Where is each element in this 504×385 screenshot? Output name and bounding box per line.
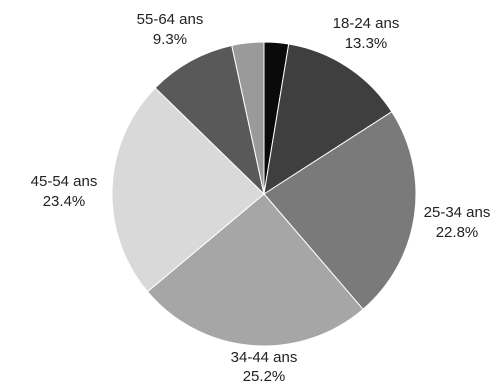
slice-label-45-54: 45-54 ans	[31, 173, 98, 190]
slice-label-18-24: 18-24 ans	[333, 15, 400, 32]
slice-percent-45-54: 23.4%	[43, 193, 86, 210]
slice-percent-18-24: 13.3%	[345, 35, 388, 52]
pie-slice-45-54-ans	[111, 87, 265, 293]
pie-slice-55-64-ans	[154, 44, 265, 196]
pie-slice-unlabeled-6	[231, 41, 265, 195]
pie-labels: 18-24 ans 13.3% 25-34 ans 22.8% 34-44 an…	[31, 11, 491, 385]
slice-percent-25-34: 22.8%	[436, 224, 479, 241]
slice-label-34-44: 34-44 ans	[231, 349, 298, 366]
pie-slice-34-44-ans	[146, 193, 364, 347]
slice-label-55-64: 55-64 ans	[137, 11, 204, 28]
slice-percent-34-44: 25.2%	[243, 368, 286, 385]
pie-slice-18-24-ans	[263, 43, 393, 196]
pie-slices	[111, 41, 417, 347]
pie-slice-25-34-ans	[263, 111, 417, 310]
slice-label-25-34: 25-34 ans	[424, 204, 491, 221]
slice-percent-55-64: 9.3%	[153, 31, 187, 48]
